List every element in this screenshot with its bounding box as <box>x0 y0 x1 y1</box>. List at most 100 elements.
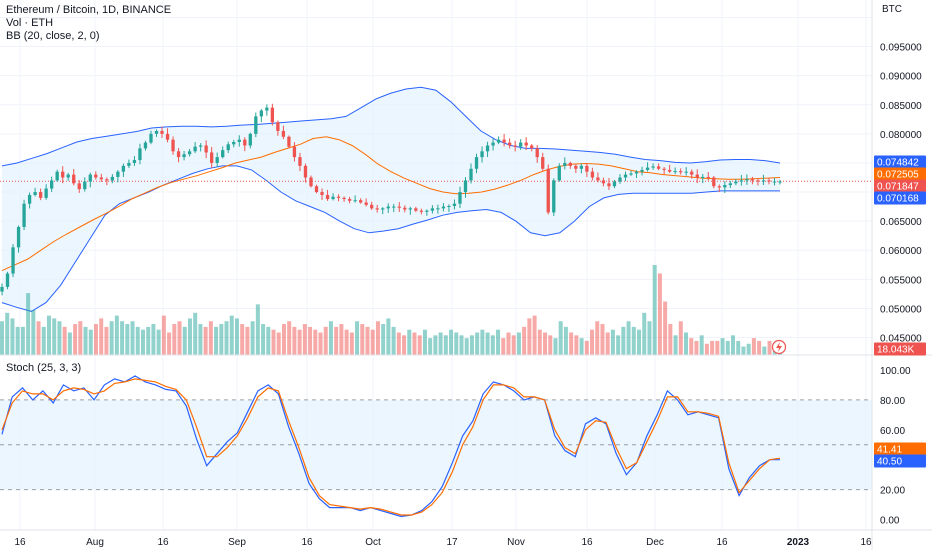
volume-bar <box>647 321 652 355</box>
time-tick-label: 16 <box>581 537 593 548</box>
time-tick-label: 16 <box>860 537 872 548</box>
candle-body <box>314 186 319 193</box>
volume-bar <box>182 326 187 355</box>
volume-bar <box>412 332 417 355</box>
candle-body <box>728 183 732 186</box>
candle-body <box>259 110 263 117</box>
time-tick-label: 16 <box>14 537 26 548</box>
volume-bar <box>637 329 642 355</box>
price-axis-unit: BTC <box>882 4 902 15</box>
stoch-d-line <box>1 378 781 516</box>
legend-stoch[interactable]: Stoch (25, 3, 3) <box>6 362 82 374</box>
volume-bar <box>459 335 464 355</box>
volume-bar <box>741 346 746 355</box>
candle-body <box>452 203 457 207</box>
volume-bar <box>438 332 443 355</box>
candle-body <box>127 162 131 166</box>
price-tick-label: 0.050000 <box>880 304 922 315</box>
candle-body <box>441 206 446 209</box>
volume-bar <box>652 265 657 355</box>
candle-body <box>485 145 490 152</box>
volume-bar <box>0 321 4 355</box>
volume-bar <box>668 324 673 355</box>
volume-bar <box>52 318 57 355</box>
candle-body <box>320 192 324 195</box>
candle-body <box>50 180 54 189</box>
candle-body <box>248 133 252 146</box>
volume-bar <box>250 321 255 355</box>
volume-bar <box>485 332 490 355</box>
stoch-k-line <box>1 375 780 518</box>
candle-body <box>585 165 589 172</box>
candle-body <box>0 286 4 292</box>
volume-bar <box>224 321 229 355</box>
candle-body <box>149 133 153 143</box>
candle-body <box>298 157 302 166</box>
legend-title[interactable]: Ethereum / Bitcoin, 1D, BINANCE <box>6 4 172 16</box>
candle-body <box>601 180 606 184</box>
candle-body <box>121 165 126 172</box>
volume-bar <box>699 335 704 355</box>
candle-body <box>364 202 368 205</box>
candle-body <box>778 181 782 183</box>
candle-body <box>469 168 473 181</box>
volume-bar <box>219 324 224 355</box>
bb-upper-label: 0.074842 <box>874 155 926 169</box>
volume-bar <box>349 332 354 355</box>
stoch-k-label: 40.50 <box>874 454 926 468</box>
volume-label: 18.043K <box>874 342 926 356</box>
candle-body <box>474 157 479 169</box>
candle-body <box>557 165 561 181</box>
volume-bar <box>501 338 506 355</box>
volume-bar <box>553 338 558 355</box>
bb-basis-label-bg <box>874 167 926 181</box>
stoch-d-label: 41.41 <box>874 442 926 456</box>
volume-bar <box>725 340 730 355</box>
volume-bar <box>234 318 239 355</box>
candle-body <box>138 148 142 161</box>
volume-bar <box>417 335 422 355</box>
candle-body <box>66 174 70 178</box>
candle-body <box>38 192 43 198</box>
volume-bar <box>548 335 553 355</box>
candle-body <box>370 204 374 209</box>
candle-body <box>132 160 137 163</box>
candle-body <box>342 197 346 200</box>
legend-volume[interactable]: Vol · ETH <box>6 17 54 29</box>
volume-bar <box>610 329 615 355</box>
legend-bb[interactable]: BB (20, close, 2, 0) <box>6 30 100 42</box>
volume-bar <box>88 329 93 355</box>
volume-bar <box>203 326 208 355</box>
candle-body <box>695 174 699 178</box>
volume-bar <box>318 332 323 355</box>
volume-bar <box>308 326 313 355</box>
candle-body <box>480 151 484 158</box>
candle-body <box>634 171 639 174</box>
volume-bar <box>490 335 495 355</box>
volume-bar <box>365 326 370 355</box>
volume-bar <box>172 324 177 355</box>
candle-body <box>353 200 357 202</box>
volume-bar <box>522 326 527 355</box>
candle-body <box>358 200 363 203</box>
candlesticks[interactable] <box>0 103 782 296</box>
volume-bar <box>402 335 407 355</box>
candle-body <box>717 186 721 188</box>
volume-bar <box>443 335 448 355</box>
candle-body <box>607 183 611 187</box>
candle-body <box>221 150 225 158</box>
price-tick-label: 0.090000 <box>880 72 922 83</box>
price-tick-label: 0.045000 <box>880 334 922 345</box>
volume-bar <box>125 324 130 355</box>
candle-body <box>55 171 59 181</box>
bb-upper-line <box>1 86 781 167</box>
volume-bar <box>26 293 31 355</box>
volume-bar <box>449 329 454 355</box>
stoch-tick-label: 60.00 <box>880 426 905 437</box>
volume-bar <box>344 329 349 355</box>
time-tick-label: 2023 <box>787 537 810 548</box>
candle-body <box>182 154 186 158</box>
volume-bar <box>563 326 568 355</box>
